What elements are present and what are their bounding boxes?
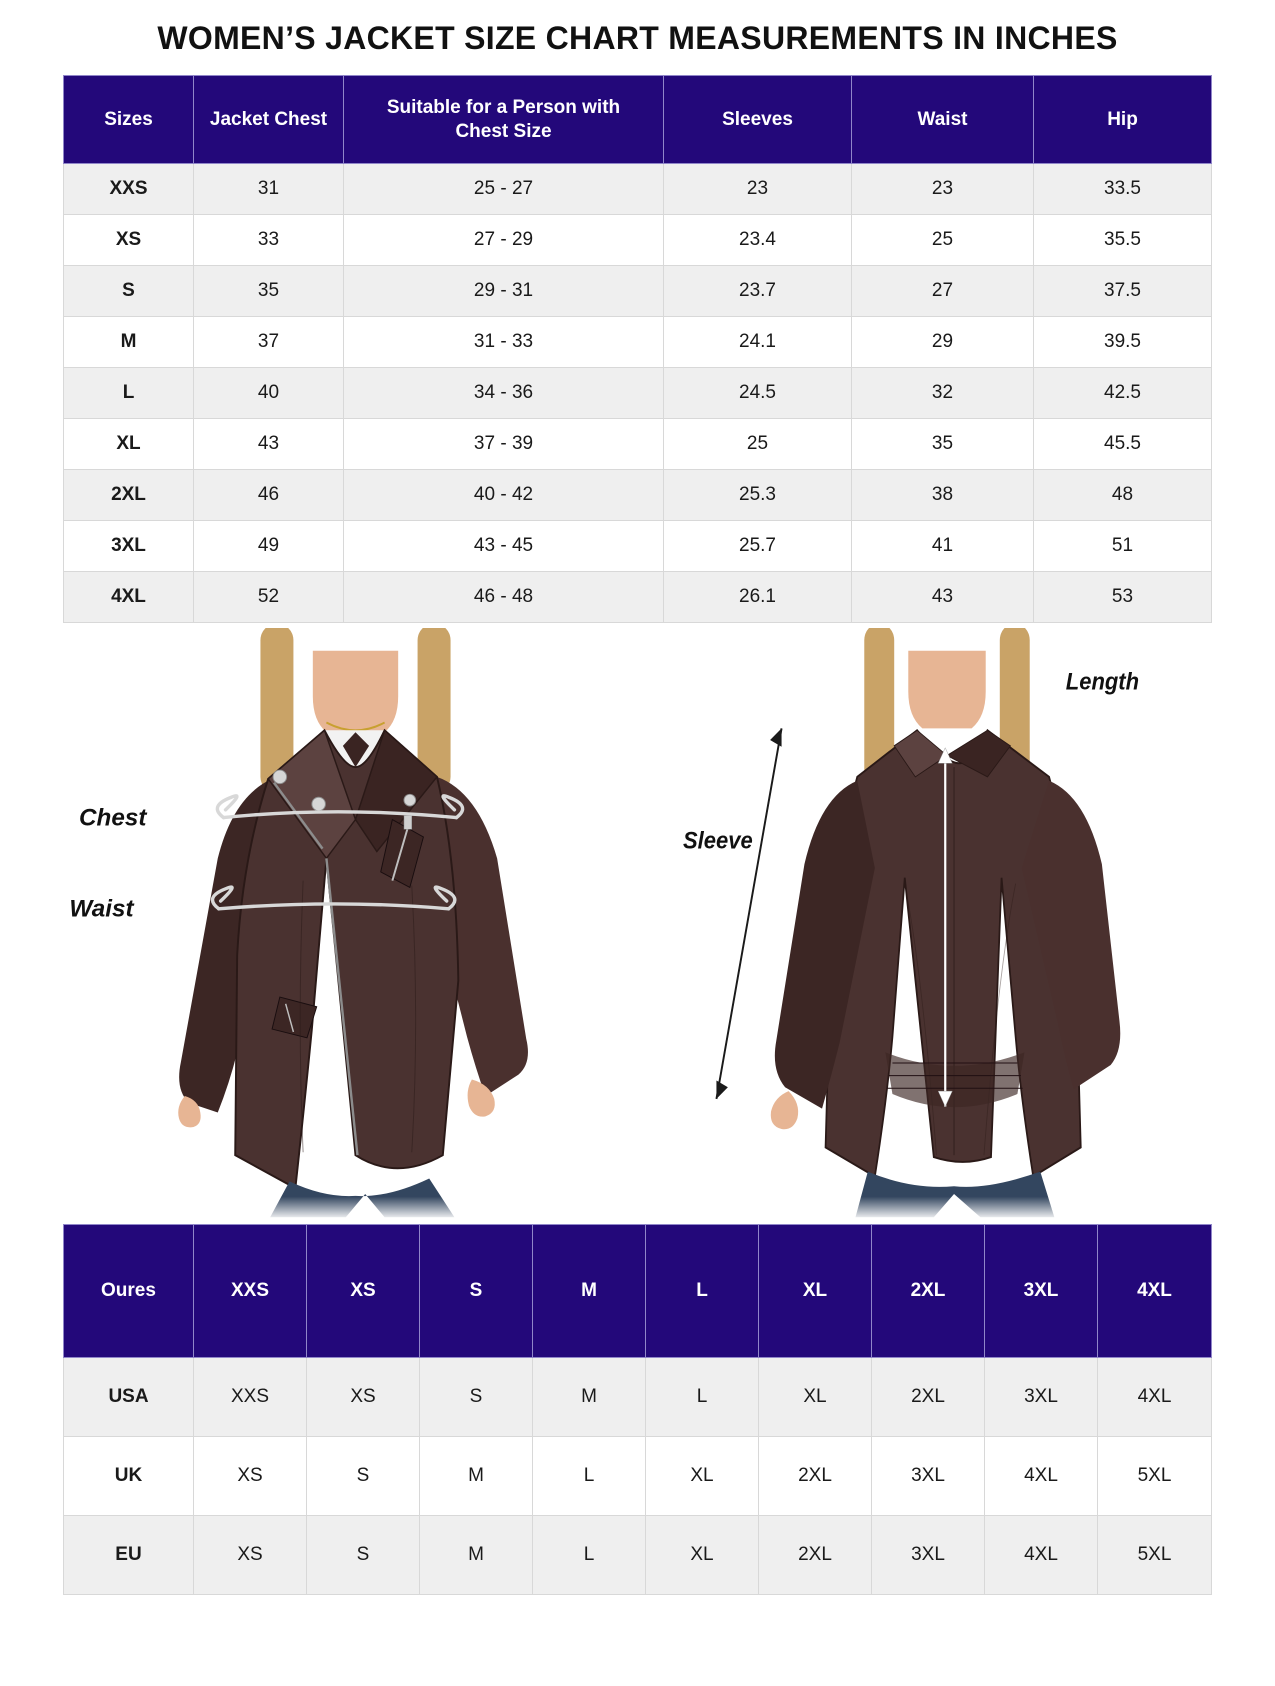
svg-text:Waist: Waist — [69, 896, 134, 923]
svg-text:Chest: Chest — [79, 804, 147, 831]
svg-text:Sleeve: Sleeve — [683, 827, 753, 854]
svg-text:Length: Length — [1066, 668, 1139, 695]
